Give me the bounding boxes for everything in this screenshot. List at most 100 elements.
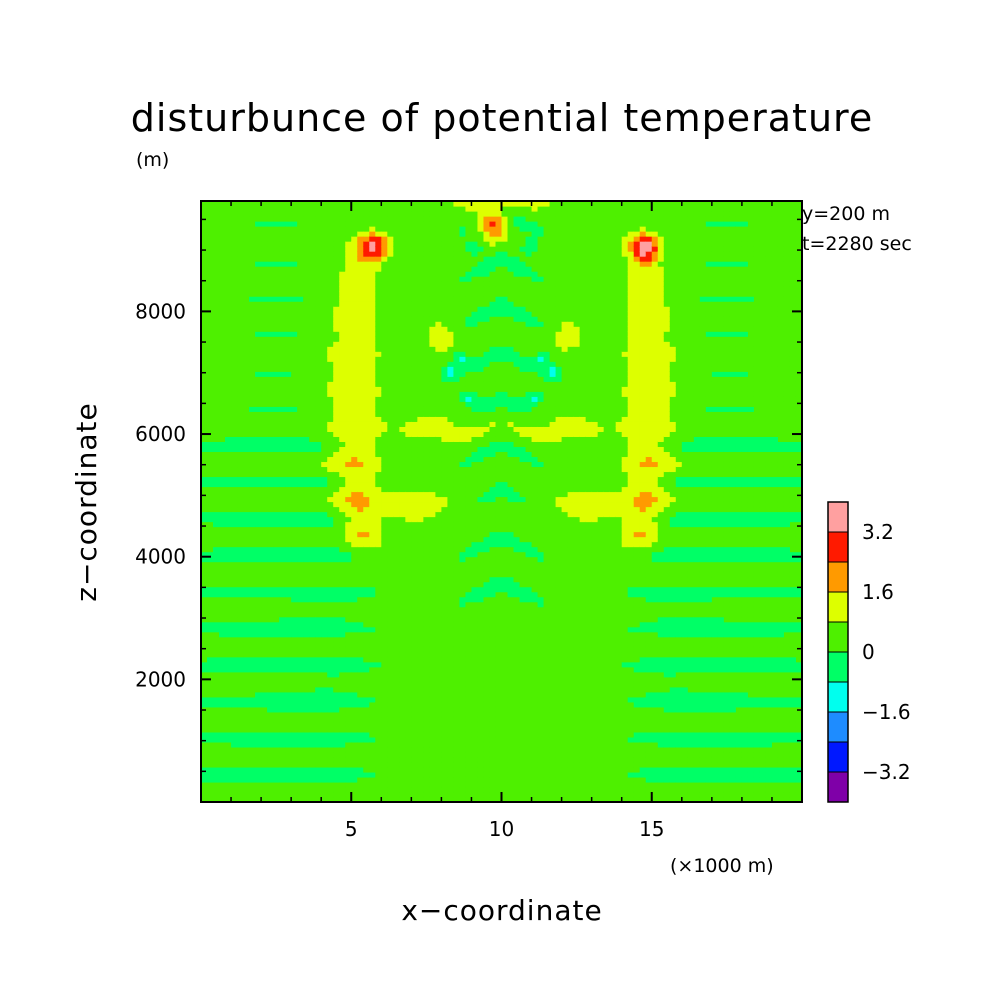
contour-cell [303, 706, 310, 713]
contour-cell [399, 456, 406, 463]
contour-cell [339, 526, 346, 533]
contour-cell [219, 646, 226, 653]
contour-cell [417, 311, 424, 317]
contour-cell [297, 401, 304, 407]
contour-cell [429, 481, 436, 488]
contour-cell [267, 456, 274, 463]
contour-cell [441, 466, 449, 473]
contour-cell [237, 701, 244, 708]
contour-cell [237, 531, 244, 538]
contour-cell [243, 201, 250, 207]
contour-cell [315, 331, 322, 337]
contour-cell [435, 271, 442, 277]
contour-cell [441, 576, 449, 583]
contour-cell [279, 281, 286, 287]
contour-cell [249, 796, 256, 802]
contour-cell [423, 781, 430, 788]
contour-cell [285, 341, 292, 347]
contour-cell [297, 791, 304, 798]
contour-cell [357, 581, 364, 588]
contour-cell [399, 541, 406, 548]
contour-cell [393, 256, 400, 262]
contour-cell [285, 481, 292, 488]
contour-cell [219, 521, 226, 528]
contour-cell [405, 316, 412, 322]
contour-cell [399, 616, 406, 623]
contour-cell [423, 401, 430, 407]
contour-cell [399, 601, 406, 608]
contour-cell [393, 396, 400, 402]
contour-cell [225, 556, 232, 563]
contour-cell [405, 301, 412, 307]
contour-cell [417, 731, 424, 738]
contour-cell [219, 601, 226, 608]
contour-cell [285, 371, 292, 377]
contour-cell [249, 471, 256, 478]
contour-cell [423, 576, 430, 583]
contour-cell [387, 681, 394, 688]
contour-cell [255, 361, 262, 367]
contour-cell [213, 381, 220, 387]
contour-cell [387, 651, 394, 658]
contour-cell [351, 371, 358, 377]
contour-cell [351, 511, 358, 518]
contour-cell [249, 441, 256, 448]
contour-cell [297, 741, 304, 748]
contour-cell [327, 336, 334, 342]
contour-cell [219, 201, 226, 207]
contour-cell [207, 656, 214, 663]
contour-cell [363, 366, 370, 372]
contour-cell [231, 566, 238, 573]
contour-cell [351, 731, 358, 738]
contour-cell [387, 686, 394, 693]
contour-cell [327, 561, 334, 568]
contour-cell [201, 571, 208, 578]
contour-cell [303, 521, 310, 528]
contour-cell [399, 386, 406, 392]
contour-cell [381, 256, 388, 262]
contour-cell [279, 566, 286, 573]
contour-cell [201, 366, 208, 372]
contour-cell [321, 601, 328, 608]
contour-cell [201, 616, 208, 623]
contour-cell [225, 626, 232, 633]
contour-cell [231, 651, 238, 658]
contour-cell [381, 301, 388, 307]
contour-cell [273, 731, 280, 738]
contour-cell [309, 756, 316, 763]
contour-cell [309, 731, 316, 738]
contour-cell [369, 776, 376, 783]
contour-cell [351, 266, 358, 272]
contour-cell [363, 266, 370, 272]
contour-cell [345, 716, 352, 723]
contour-cell [303, 796, 310, 802]
contour-cell [339, 406, 346, 412]
contour-cell [345, 206, 352, 212]
contour-cell [207, 436, 214, 442]
contour-cell [303, 356, 310, 362]
contour-cell [303, 566, 310, 573]
contour-cell [321, 671, 328, 678]
contour-cell [255, 526, 262, 533]
contour-cell [309, 546, 316, 553]
contour-cell [219, 381, 226, 387]
contour-cell [243, 556, 250, 563]
contour-cell [429, 546, 436, 553]
contour-cell [357, 781, 364, 788]
contour-cell [297, 646, 304, 653]
contour-cell [303, 241, 310, 247]
contour-cell [231, 741, 238, 748]
contour-cell [231, 451, 238, 458]
contour-cell [411, 711, 418, 718]
contour-cell [375, 231, 382, 237]
contour-cell [333, 636, 340, 643]
contour-cell [375, 241, 382, 247]
contour-cell [357, 671, 364, 678]
contour-cell [213, 331, 220, 337]
contour-cell [261, 206, 268, 212]
contour-cell [279, 486, 286, 493]
contour-cell [381, 396, 388, 402]
contour-cell [243, 521, 250, 528]
contour-cell [417, 706, 424, 713]
contour-cell [405, 256, 412, 262]
